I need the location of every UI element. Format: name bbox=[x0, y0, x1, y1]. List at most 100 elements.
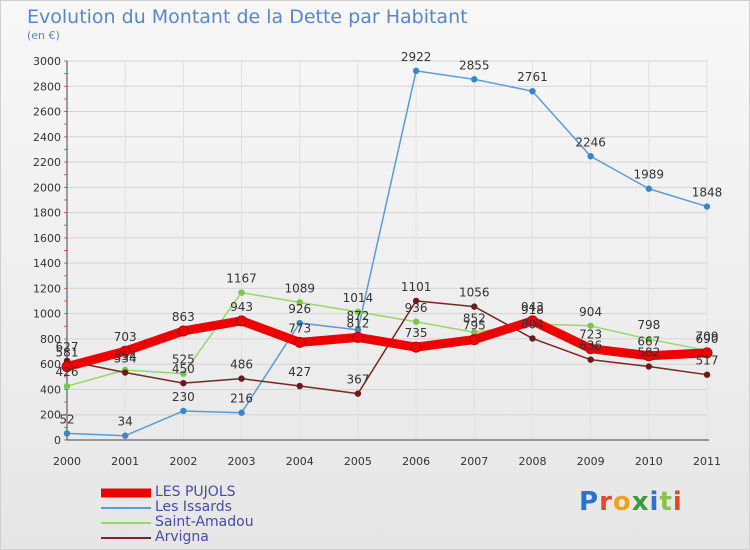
data-label-les-pujols: 943 bbox=[230, 300, 253, 314]
data-point-saint-amadou bbox=[238, 289, 245, 296]
data-label-les-pujols: 723 bbox=[579, 328, 602, 342]
data-point-arvigna bbox=[121, 369, 129, 376]
y-tick-label: 1800 bbox=[33, 207, 61, 220]
y-tick-label: 1600 bbox=[33, 232, 61, 245]
data-point-arvigna bbox=[529, 335, 536, 342]
data-point-saint-amadou bbox=[180, 370, 187, 377]
data-point-les-issards bbox=[121, 432, 129, 439]
chart-subtitle: (en €) bbox=[27, 29, 60, 42]
data-point-saint-amadou bbox=[354, 308, 362, 316]
logo-letter: P bbox=[579, 487, 600, 517]
data-label-saint-amadou: 936 bbox=[405, 301, 428, 315]
y-tick-label: 2400 bbox=[33, 131, 61, 144]
data-point-arvigna bbox=[354, 390, 362, 397]
data-point-les-issards bbox=[471, 76, 478, 83]
data-label-les-issards: 2922 bbox=[401, 50, 432, 64]
data-point-arvigna bbox=[238, 375, 245, 382]
data-point-les-pujols bbox=[468, 334, 480, 346]
data-point-les-issards bbox=[412, 67, 420, 75]
y-tick-label: 2200 bbox=[33, 156, 61, 169]
data-label-saint-amadou: 918 bbox=[521, 303, 544, 317]
logo-letter: t bbox=[659, 487, 673, 517]
data-point-les-pujols bbox=[410, 341, 422, 353]
data-label-les-pujols: 943 bbox=[521, 300, 544, 314]
y-tick-label: 2800 bbox=[33, 80, 61, 93]
legend-label: LES PUJOLS bbox=[155, 484, 236, 500]
series-line-arvigna bbox=[66, 300, 708, 395]
data-point-les-pujols bbox=[236, 315, 248, 327]
data-point-les-pujols bbox=[585, 343, 597, 355]
axes: 0 200 400 600 800 1000 1200 1400 1600 1800 2000 220… bbox=[33, 55, 721, 468]
data-point-arvigna bbox=[296, 382, 303, 390]
data-point-saint-amadou bbox=[296, 299, 303, 306]
data-point-arvigna bbox=[471, 303, 478, 310]
data-label-les-issards: 2855 bbox=[459, 58, 490, 72]
data-point-arvigna bbox=[645, 363, 653, 370]
proxiti-logo: Proxiti bbox=[579, 487, 683, 517]
y-tick-label: 800 bbox=[40, 333, 61, 346]
logo-letter: o bbox=[612, 487, 632, 517]
legend-swatch bbox=[101, 506, 151, 509]
data-label-les-pujols: 773 bbox=[288, 321, 311, 335]
y-tick-label: 600 bbox=[40, 358, 61, 371]
data-label-arvigna: 627 bbox=[56, 340, 79, 354]
data-label-les-pujols: 667 bbox=[637, 335, 660, 349]
data-point-arvigna bbox=[587, 356, 594, 363]
legend-swatch bbox=[101, 488, 151, 497]
data-label-arvigna: 1101 bbox=[401, 280, 432, 294]
x-tick-label: 2007 bbox=[460, 455, 488, 468]
data-label-saint-amadou: 1167 bbox=[226, 272, 257, 286]
x-tick-label: 2008 bbox=[518, 455, 546, 468]
data-point-les-issards bbox=[354, 326, 362, 334]
data-point-les-pujols bbox=[352, 331, 364, 343]
data-label-arvigna: 534 bbox=[114, 352, 137, 366]
logo-letter: x bbox=[631, 487, 650, 517]
data-label-les-pujols: 581 bbox=[56, 346, 79, 360]
logo-letter: i bbox=[672, 487, 683, 517]
legend-label: Les Issards bbox=[155, 499, 232, 515]
data-point-saint-amadou bbox=[471, 329, 478, 336]
x-tick-label: 2004 bbox=[286, 455, 314, 468]
data-labels: 52 34 230 216 926 872 2922 2855 2761 2246 1989 1848… bbox=[56, 50, 723, 429]
data-point-les-issards bbox=[703, 203, 711, 210]
y-tick-label: 0 bbox=[54, 434, 61, 447]
data-label-arvigna: 517 bbox=[696, 354, 719, 368]
x-tick-label: 2006 bbox=[402, 455, 430, 468]
data-label-arvigna: 367 bbox=[346, 373, 369, 387]
data-point-les-issards bbox=[529, 87, 536, 95]
legend-label: Arvigna bbox=[155, 529, 209, 545]
y-tick-label: 1200 bbox=[33, 282, 61, 295]
data-label-les-issards: 52 bbox=[59, 412, 74, 426]
data-label-arvigna: 582 bbox=[637, 345, 660, 359]
data-point-les-issards bbox=[587, 153, 594, 160]
grid bbox=[66, 60, 708, 441]
series-line-les-pujols bbox=[62, 316, 712, 372]
data-label-saint-amadou: 852 bbox=[463, 311, 486, 325]
y-tick-label: 400 bbox=[40, 383, 61, 396]
data-point-les-issards bbox=[296, 319, 303, 327]
series-line-saint-amadou bbox=[66, 291, 708, 387]
data-label-saint-amadou: 1089 bbox=[284, 281, 315, 295]
data-label-les-issards: 926 bbox=[288, 302, 311, 316]
data-point-saint-amadou bbox=[63, 382, 71, 390]
data-point-les-issards bbox=[180, 407, 187, 415]
data-label-les-issards: 216 bbox=[230, 392, 253, 406]
data-label-arvigna: 1056 bbox=[459, 286, 490, 300]
data-label-les-issards: 872 bbox=[346, 309, 369, 323]
y-tick-label: 3000 bbox=[33, 55, 61, 68]
legend-label: Saint-Amadou bbox=[155, 514, 254, 530]
data-point-arvigna bbox=[703, 371, 711, 378]
data-point-arvigna bbox=[412, 297, 420, 305]
data-point-les-issards bbox=[63, 430, 71, 437]
data-label-les-issards: 1848 bbox=[692, 186, 723, 200]
data-label-les-issards: 1989 bbox=[634, 168, 665, 182]
data-label-les-pujols: 690 bbox=[696, 332, 719, 346]
data-label-arvigna: 804 bbox=[521, 317, 544, 331]
x-tick-label: 2001 bbox=[111, 455, 139, 468]
data-label-arvigna: 427 bbox=[288, 365, 311, 379]
data-point-saint-amadou bbox=[587, 322, 594, 329]
x-tick-label: 2009 bbox=[577, 455, 605, 468]
data-label-les-pujols: 703 bbox=[114, 330, 137, 344]
